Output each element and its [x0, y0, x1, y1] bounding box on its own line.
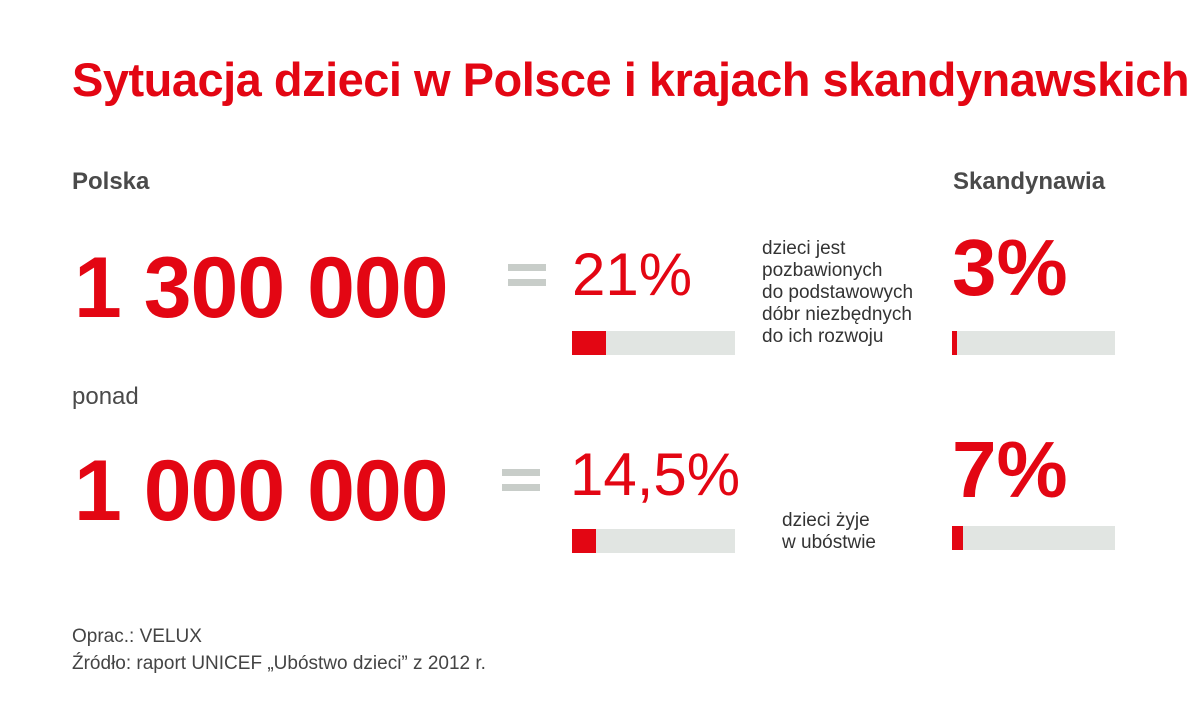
description-line: do ich rozwoju	[762, 326, 884, 347]
equals-sign-row-2	[502, 469, 540, 491]
description-row-1: dzieci jest pozbawionych do podstawowych…	[762, 238, 913, 348]
skandynawia-bar-row-1	[952, 331, 1115, 355]
description-row-2: dzieci żyje w ubóstwie	[782, 510, 876, 554]
description-line: dóbr niezbędnych	[762, 304, 912, 325]
polska-bar-fill-row-2	[572, 529, 596, 553]
skandynawia-percent-row-2: 7%	[952, 425, 1068, 514]
skandynawia-bar-fill-row-1	[952, 331, 957, 355]
count-row-2: 1 000 000	[74, 443, 449, 539]
description-line: dzieci żyje	[782, 510, 870, 531]
description-line: do podstawowych	[762, 282, 914, 303]
polska-percent-row-2: 14,5%	[570, 441, 741, 508]
prefix-row-2: ponad	[72, 383, 139, 410]
description-line: pozbawionych	[762, 260, 883, 281]
credit-text: Oprac.: VELUX	[72, 626, 202, 647]
skandynawia-percent-row-1: 3%	[952, 223, 1068, 312]
source-text: Źródło: raport UNICEF „Ubóstwo dzieci” z…	[72, 653, 486, 674]
polska-bar-row-1	[572, 331, 735, 355]
equals-sign-row-1	[508, 264, 546, 286]
polska-bar-row-2	[572, 529, 735, 553]
polska-percent-row-1: 21%	[572, 241, 693, 308]
skandynawia-bar-fill-row-2	[952, 526, 964, 550]
chart-title: Sytuacja dzieci w Polsce i krajach skand…	[72, 53, 1190, 106]
skandynawia-bar-row-2	[952, 526, 1115, 550]
region-label-skandynawia: Skandynawia	[953, 168, 1106, 195]
count-row-1: 1 300 000	[74, 240, 449, 336]
description-line: dzieci jest	[762, 238, 846, 259]
region-label-polska: Polska	[72, 168, 150, 195]
polska-bar-fill-row-1	[572, 331, 607, 355]
description-line: w ubóstwie	[782, 532, 876, 553]
